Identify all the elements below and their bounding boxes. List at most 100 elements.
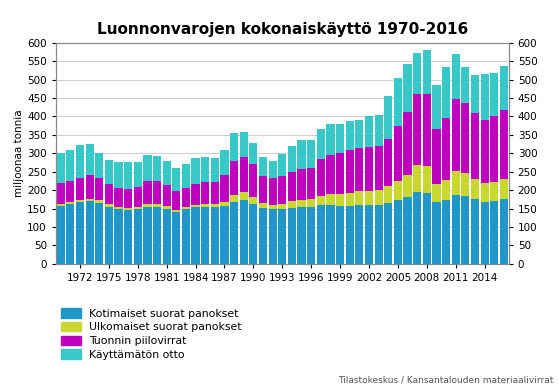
Bar (268, 178, 277, 205)
Bar (124, 210, 132, 264)
Bar (172, 191, 181, 210)
Bar (490, 182, 498, 201)
Bar (192, 184, 200, 205)
Bar (259, 157, 267, 176)
Bar (172, 210, 181, 212)
Bar (95, 178, 103, 201)
Bar (404, 64, 411, 112)
Bar (76, 178, 84, 200)
Bar (240, 157, 248, 192)
Bar (307, 140, 315, 168)
Bar (230, 161, 238, 195)
Bar (394, 126, 402, 181)
Legend: Kotimaiset suorat panokset, Ulkomaiset suorat panokset, Tuonnin piilovirrat, Käy: Kotimaiset suorat panokset, Ulkomaiset s… (61, 308, 242, 360)
Bar (413, 192, 421, 264)
Bar (240, 200, 248, 264)
Text: Tilastokeskus / Kansantalouden materiaalivirrat: Tilastokeskus / Kansantalouden materiaal… (338, 375, 553, 384)
Bar (134, 162, 142, 187)
Bar (134, 208, 142, 209)
Bar (288, 171, 296, 201)
Bar (56, 153, 65, 184)
Bar (432, 129, 440, 184)
Bar (182, 209, 190, 264)
Bar (95, 153, 103, 178)
Bar (56, 184, 65, 204)
Bar (56, 204, 65, 206)
Bar (356, 120, 363, 149)
Bar (326, 205, 334, 264)
Bar (365, 205, 373, 264)
Bar (442, 67, 450, 118)
Bar (365, 116, 373, 147)
Bar (452, 99, 460, 171)
Bar (432, 85, 440, 129)
Bar (481, 74, 489, 120)
Bar (307, 168, 315, 199)
Bar (384, 96, 392, 139)
Bar (307, 207, 315, 264)
Bar (220, 202, 229, 206)
Bar (56, 206, 65, 264)
Bar (413, 165, 421, 192)
Bar (297, 207, 306, 264)
Bar (230, 133, 238, 161)
Bar (452, 171, 460, 194)
Bar (490, 116, 498, 182)
Bar (211, 204, 219, 208)
Bar (317, 205, 325, 264)
Bar (105, 204, 113, 207)
Bar (153, 181, 161, 204)
Bar (201, 157, 209, 182)
Bar (249, 143, 258, 165)
Bar (143, 181, 151, 204)
Bar (336, 206, 344, 264)
Bar (500, 199, 508, 264)
Bar (211, 158, 219, 182)
Bar (461, 68, 470, 104)
Bar (356, 205, 363, 264)
Bar (115, 207, 122, 209)
Bar (345, 206, 354, 264)
Bar (86, 175, 94, 199)
Bar (413, 53, 421, 94)
Bar (490, 73, 498, 116)
Bar (461, 173, 470, 196)
Bar (461, 104, 470, 173)
Bar (423, 94, 431, 166)
Bar (172, 212, 181, 264)
Bar (105, 160, 113, 184)
Bar (481, 120, 489, 183)
Bar (384, 139, 392, 187)
Bar (490, 201, 498, 264)
Bar (461, 196, 470, 264)
Bar (153, 156, 161, 181)
Bar (375, 205, 383, 264)
Bar (394, 78, 402, 126)
Bar (86, 201, 94, 264)
Bar (76, 145, 84, 178)
Bar (67, 150, 74, 181)
Bar (442, 118, 450, 180)
Bar (105, 184, 113, 204)
Bar (86, 199, 94, 201)
Bar (172, 168, 181, 191)
Bar (268, 161, 277, 178)
Bar (201, 182, 209, 204)
Bar (67, 181, 74, 202)
Bar (326, 194, 334, 205)
Bar (394, 181, 402, 201)
Bar (452, 194, 460, 264)
Bar (442, 200, 450, 264)
Bar (365, 147, 373, 191)
Bar (201, 208, 209, 264)
Bar (404, 112, 411, 175)
Bar (134, 209, 142, 264)
Bar (345, 193, 354, 206)
Bar (95, 203, 103, 264)
Bar (500, 110, 508, 179)
Bar (76, 200, 84, 202)
Bar (432, 202, 440, 264)
Bar (124, 189, 132, 208)
Bar (163, 161, 171, 185)
Bar (115, 163, 122, 187)
